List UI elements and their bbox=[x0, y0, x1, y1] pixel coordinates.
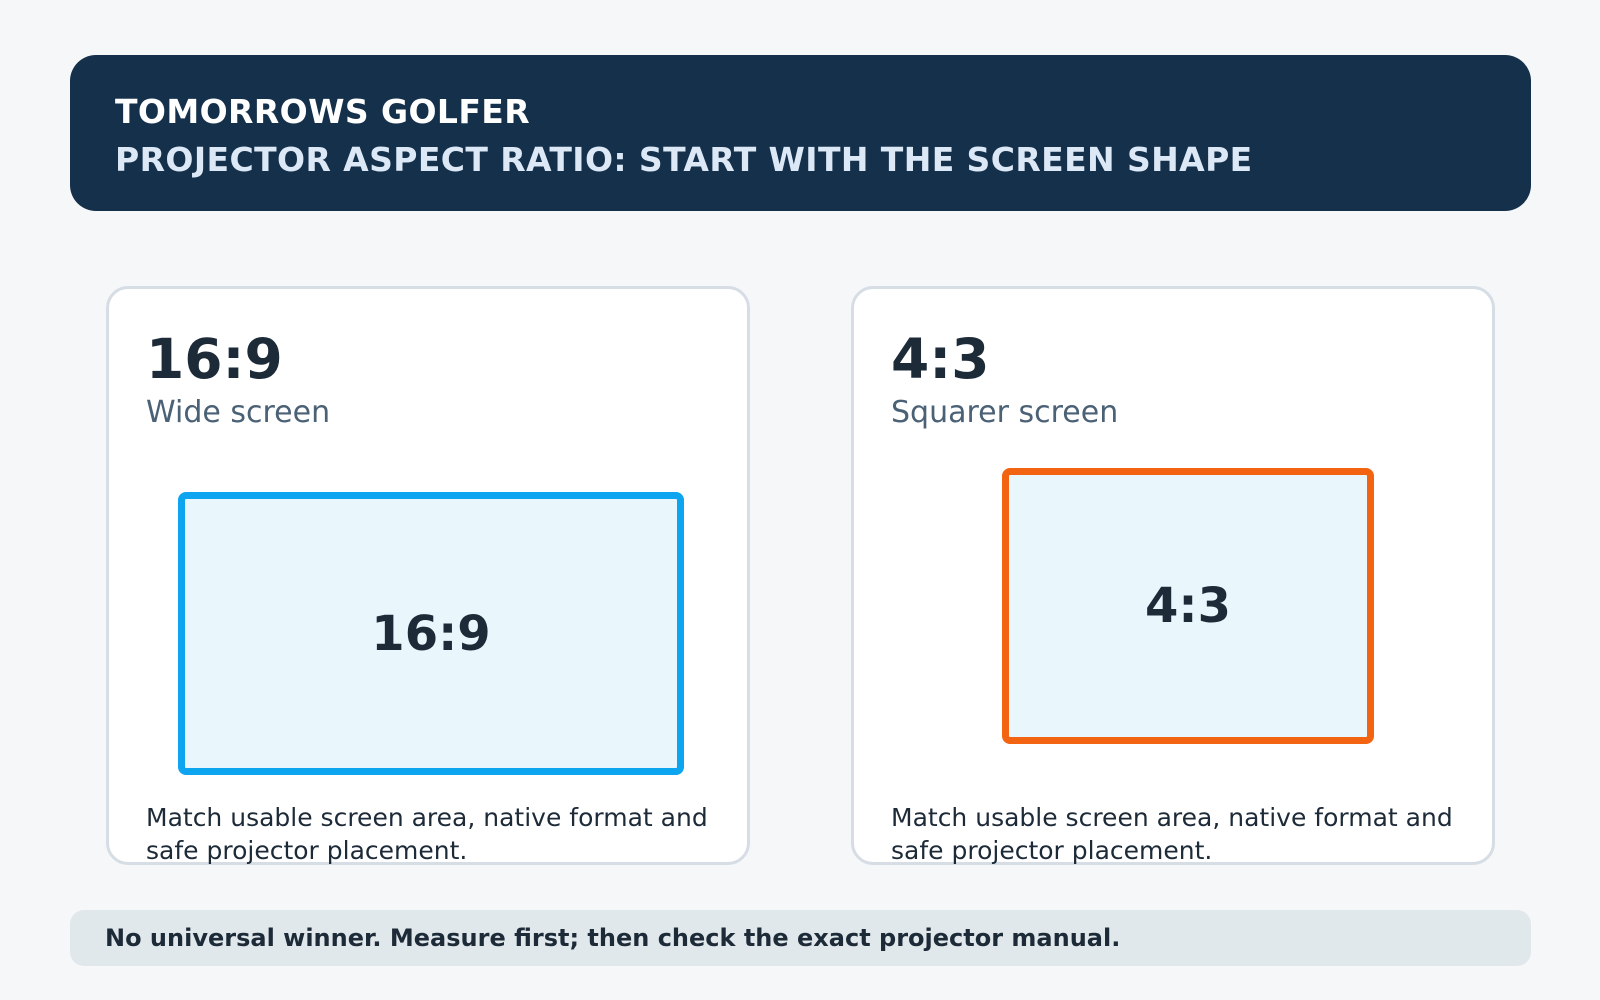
header-banner: TOMORROWS GOLFER PROJECTOR ASPECT RATIO:… bbox=[70, 55, 1531, 211]
screen-shape-16-9: 16:9 bbox=[178, 492, 684, 775]
card-ratio: 4:3 bbox=[891, 327, 990, 391]
card-4-3: 4:3 Squarer screen 4:3 Match usable scre… bbox=[851, 286, 1495, 865]
screen-label: 16:9 bbox=[371, 605, 491, 662]
card-description: Wide screen bbox=[146, 395, 331, 430]
page-title: PROJECTOR ASPECT RATIO: START WITH THE S… bbox=[115, 140, 1253, 179]
brand-name: TOMORROWS GOLFER bbox=[115, 92, 531, 131]
card-note: Match usable screen area, native format … bbox=[891, 803, 1453, 865]
card-16-9: 16:9 Wide screen 16:9 Match usable scree… bbox=[106, 286, 750, 865]
card-ratio: 16:9 bbox=[146, 327, 283, 391]
card-note: Match usable screen area, native format … bbox=[146, 803, 708, 865]
card-description: Squarer screen bbox=[891, 395, 1119, 430]
screen-shape-4-3: 4:3 bbox=[1002, 468, 1374, 744]
footer-note: No universal winner. Measure first; then… bbox=[70, 910, 1531, 966]
footer-text: No universal winner. Measure first; then… bbox=[105, 924, 1121, 952]
screen-label: 4:3 bbox=[1145, 578, 1231, 634]
